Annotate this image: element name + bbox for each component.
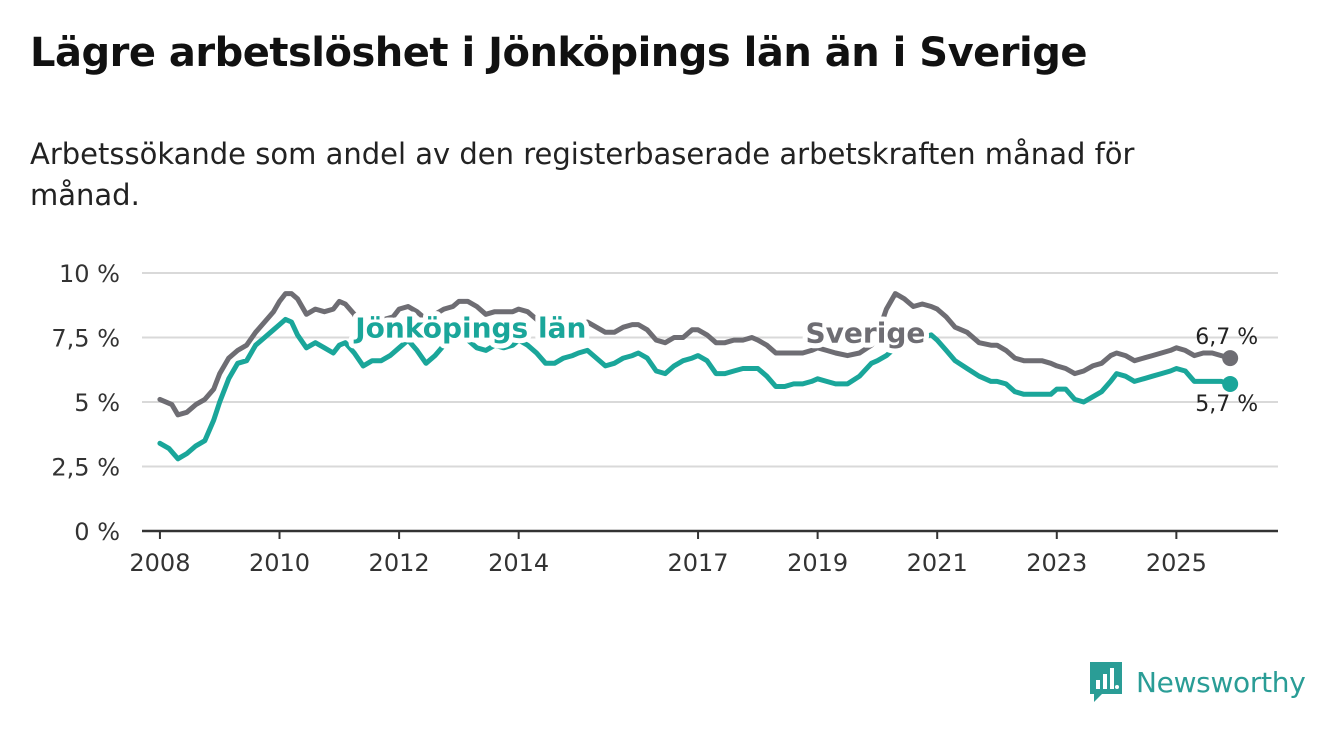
x-tick-label: 2019 bbox=[787, 549, 848, 577]
end-label-jonkoping: 5,7 % bbox=[1195, 392, 1258, 417]
x-tick-label: 2010 bbox=[249, 549, 310, 577]
axes: 0 % 2,5 % 5 % 7,5 % 10 % 2008 2010 2012 2014 2017… bbox=[51, 260, 1278, 577]
series-label-jonkoping: Jönköpings län bbox=[353, 312, 586, 345]
x-tick-label: 2012 bbox=[369, 549, 430, 577]
y-tick-label: 2,5 % bbox=[51, 454, 120, 482]
line-chart: 0 % 2,5 % 5 % 7,5 % 10 % 2008 2010 2012 2014 2017… bbox=[51, 260, 1278, 577]
series-labels: Sverige Jönköpings län 6,7 % 5,7 % bbox=[348, 307, 1258, 417]
chart-subtitle: Arbetssökande som andel av den registerb… bbox=[30, 137, 1135, 212]
y-tick-label: 10 % bbox=[59, 260, 120, 288]
series-label-sverige: Sverige bbox=[806, 317, 926, 350]
chart-title: Lägre arbetslöshet i Jönköpings län än i… bbox=[30, 30, 1087, 76]
x-tick-label: 2017 bbox=[668, 549, 729, 577]
x-tick-label: 2025 bbox=[1146, 549, 1207, 577]
end-point-jonkoping bbox=[1222, 375, 1239, 392]
x-tick-label: 2021 bbox=[907, 549, 968, 577]
x-tick-label: 2014 bbox=[488, 549, 549, 577]
y-tick-label: 7,5 % bbox=[51, 325, 120, 353]
series-line-jonkoping bbox=[157, 316, 1233, 462]
series-lines bbox=[157, 291, 1239, 462]
y-tick-label: 0 % bbox=[74, 518, 120, 546]
y-tick-label: 5 % bbox=[74, 389, 120, 417]
x-tick-label: 2023 bbox=[1026, 549, 1087, 577]
series-line-sverige bbox=[157, 291, 1233, 418]
x-tick-label: 2008 bbox=[129, 549, 190, 577]
end-point-sverige bbox=[1222, 350, 1239, 367]
newsworthy-brand[interactable]: Newsworthy bbox=[1088, 660, 1306, 704]
newsworthy-logo-icon bbox=[1088, 660, 1124, 704]
brand-name: Newsworthy bbox=[1136, 665, 1306, 699]
end-label-sverige: 6,7 % bbox=[1195, 325, 1258, 350]
gridlines bbox=[142, 272, 1278, 468]
